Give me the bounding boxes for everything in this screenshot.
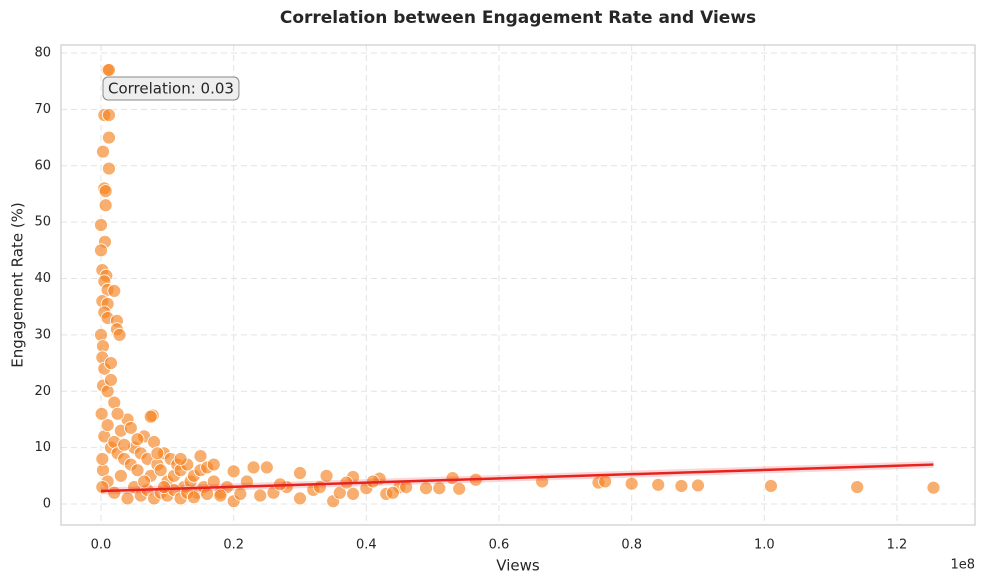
- point: [691, 478, 705, 493]
- point: [319, 468, 334, 483]
- point: [120, 491, 135, 506]
- point: [113, 468, 128, 483]
- point: [153, 463, 168, 478]
- point: [96, 144, 110, 159]
- point: [102, 108, 116, 122]
- point: [193, 449, 208, 464]
- point: [94, 218, 108, 232]
- point: [104, 356, 118, 370]
- point: [926, 480, 941, 495]
- x-tick-label: 1.2: [887, 538, 908, 553]
- x-tick-label: 0.0: [91, 538, 112, 553]
- point: [259, 460, 274, 475]
- point: [98, 184, 113, 199]
- point: [104, 373, 118, 387]
- trend-line: [100, 463, 934, 493]
- point: [850, 480, 865, 495]
- x-tick-label: 0.4: [356, 538, 377, 553]
- x-tick-label: 0.8: [621, 538, 642, 553]
- point: [674, 479, 689, 493]
- point: [240, 474, 254, 489]
- y-tick-label: 30: [34, 327, 51, 342]
- point: [206, 457, 221, 472]
- point: [150, 446, 165, 461]
- plot-frame: [60, 44, 976, 526]
- point: [95, 452, 110, 466]
- point: [100, 418, 115, 432]
- x-axis-label: Views: [496, 557, 540, 575]
- point: [213, 488, 228, 503]
- point: [452, 481, 467, 496]
- point: [346, 486, 360, 501]
- point: [432, 481, 447, 496]
- point: [130, 432, 145, 447]
- point: [186, 490, 201, 505]
- y-tick-label: 0: [43, 497, 51, 512]
- y-tick-label: 60: [34, 158, 51, 173]
- point: [112, 327, 127, 342]
- x-tick-label: 0.2: [223, 538, 244, 553]
- point: [624, 476, 639, 491]
- y-tick-label: 20: [34, 384, 51, 399]
- y-tick-label: 40: [34, 271, 51, 286]
- y-tick-label: 50: [34, 215, 51, 230]
- point: [651, 477, 666, 492]
- chart-title: Correlation between Engagement Rate and …: [280, 8, 756, 28]
- point: [293, 466, 307, 480]
- y-tick-label: 80: [34, 46, 51, 61]
- point: [246, 460, 261, 475]
- point: [137, 474, 152, 489]
- y-tick-label: 10: [34, 440, 51, 455]
- y-axis-label: Engagement Rate (%): [9, 202, 27, 368]
- point: [143, 409, 158, 424]
- point: [117, 437, 132, 452]
- grid-layer: [61, 45, 975, 525]
- point: [110, 406, 125, 421]
- point: [94, 243, 108, 258]
- point: [445, 471, 460, 485]
- point: [385, 485, 400, 500]
- point: [94, 406, 109, 421]
- point: [107, 284, 122, 298]
- point: [102, 130, 116, 145]
- point: [94, 327, 108, 342]
- point: [764, 479, 778, 493]
- annotation: Correlation: 0.03: [108, 80, 234, 98]
- points-layer: [94, 63, 941, 509]
- point: [130, 463, 145, 478]
- point: [173, 452, 188, 466]
- x-tick-label: 1.0: [754, 538, 775, 553]
- point: [98, 198, 113, 213]
- point: [293, 491, 307, 506]
- x-tick-label: 0.6: [489, 538, 510, 553]
- y-tick-label: 70: [34, 102, 51, 117]
- point: [102, 161, 116, 176]
- point: [123, 421, 138, 435]
- x-offset-label: 1e8: [950, 558, 975, 573]
- annotation-box: [102, 76, 240, 101]
- point: [102, 63, 116, 77]
- point: [226, 464, 241, 479]
- point: [253, 488, 268, 503]
